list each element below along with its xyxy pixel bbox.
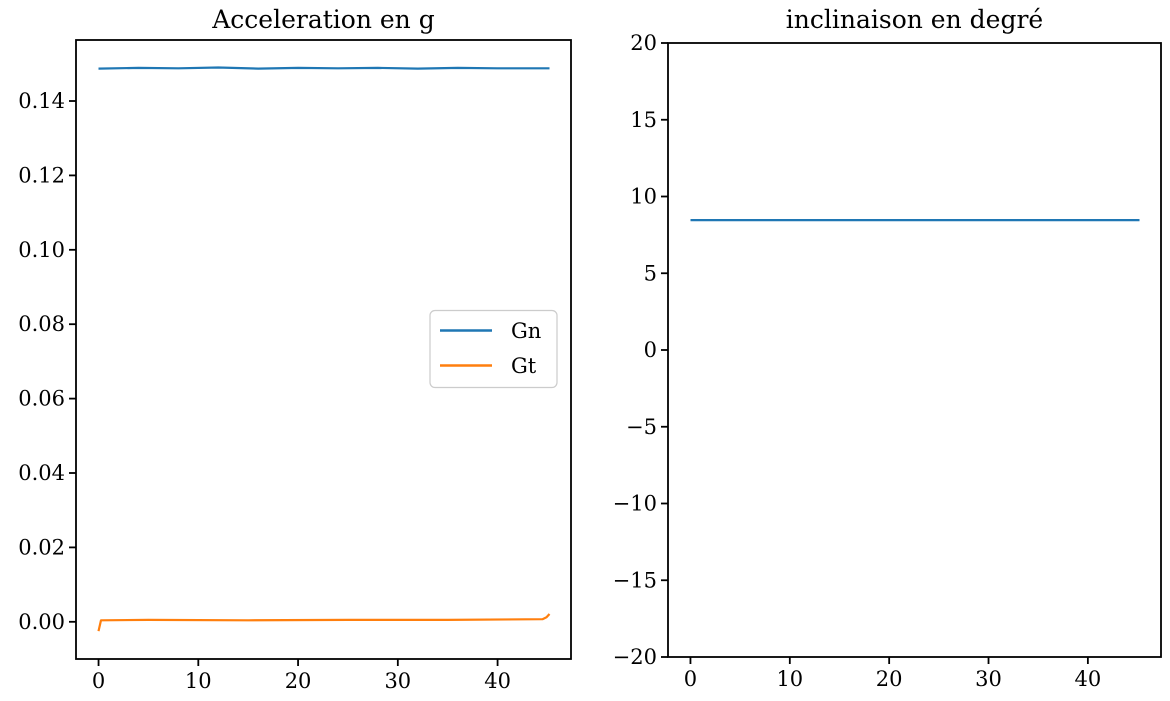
series-line-Gn xyxy=(98,66,550,70)
series-line-Gt xyxy=(97,613,551,632)
y-tick-label: 5 xyxy=(644,261,657,285)
axes-spines xyxy=(667,42,1162,658)
x-tick-label: 40 xyxy=(484,669,511,693)
left-chart-title: Acceleration en g xyxy=(212,5,435,34)
y-tick-label: 0.12 xyxy=(18,163,65,187)
x-tick-label: 30 xyxy=(384,669,411,693)
legend-label-Gn: Gn xyxy=(511,319,541,343)
legend-label-Gt: Gt xyxy=(511,354,537,378)
x-tick-label: 10 xyxy=(185,669,212,693)
y-tick-label: 10 xyxy=(630,185,657,209)
x-tick-label: 20 xyxy=(285,669,312,693)
axes-left: 0 10 20 30 40 0.00 0.02 0.04 0.06 0.08 0.10 0.12 0.1… xyxy=(18,39,572,693)
y-tick-label: 0.00 xyxy=(18,610,65,634)
y-tick-label: 0.02 xyxy=(18,535,65,559)
x-tick-label: 20 xyxy=(876,667,903,691)
legend: Gn Gt xyxy=(429,309,558,389)
y-tick-label: 0.04 xyxy=(18,461,65,485)
y-tick-label: −5 xyxy=(626,415,657,439)
y-tick-label: 0.14 xyxy=(18,89,65,113)
y-tick-label: 15 xyxy=(630,108,657,132)
axes-spines xyxy=(75,39,572,660)
x-tick-label: 0 xyxy=(92,669,105,693)
x-tick-label: 30 xyxy=(975,667,1002,691)
right-chart-title: inclinaison en degré xyxy=(785,5,1044,34)
y-tick-label: 0.08 xyxy=(18,312,65,336)
x-tick-label: 40 xyxy=(1075,667,1102,691)
y-tick-label: −15 xyxy=(613,568,657,592)
y-tick-label: −20 xyxy=(613,645,657,669)
y-tick-label: 0.06 xyxy=(18,387,65,411)
y-tick-label: 20 xyxy=(630,31,657,55)
x-tick-label: 10 xyxy=(776,667,803,691)
y-tick-label: −10 xyxy=(613,492,657,516)
axes-right: 0 10 20 30 40 20 15 10 5 0 −5 −10 −15 −20 xyxy=(613,31,1162,691)
y-tick-label: 0 xyxy=(644,338,657,362)
y-tick-label: 0.10 xyxy=(18,238,65,262)
x-tick-label: 0 xyxy=(684,667,697,691)
